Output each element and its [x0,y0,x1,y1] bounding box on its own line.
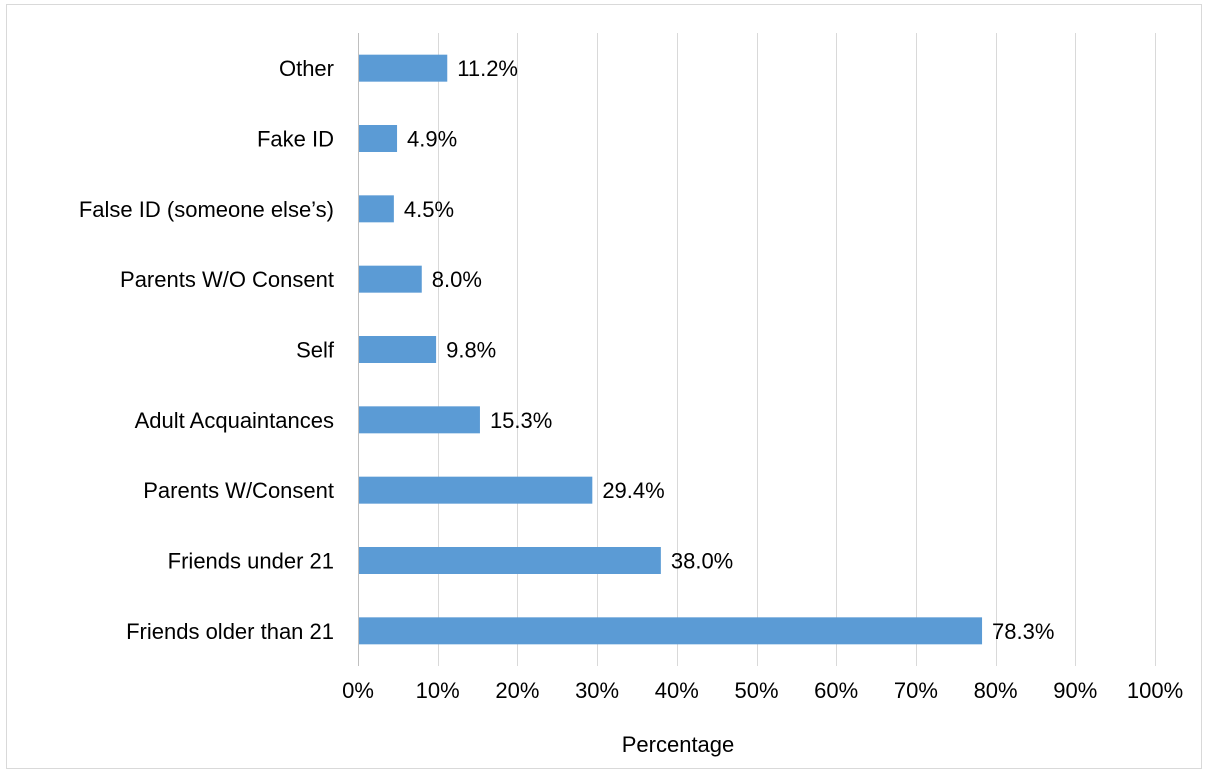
x-tick-label: 40% [655,678,699,703]
data-label: 4.9% [407,127,457,152]
bar [359,617,983,645]
data-label: 9.8% [446,338,496,363]
category-label: Parents W/Consent [143,478,334,503]
bar [359,54,448,82]
category-label: Other [279,56,334,81]
data-label: 15.3% [490,408,552,433]
category-label: Parents W/O Consent [120,267,334,292]
data-label: 29.4% [602,478,664,503]
x-tick-label: 90% [1053,678,1097,703]
x-tick-label: 30% [575,678,619,703]
category-label: Friends older than 21 [126,619,334,644]
x-tick-label: 20% [495,678,539,703]
data-label: 4.5% [404,197,454,222]
x-tick-label: 60% [814,678,858,703]
data-label: 38.0% [671,549,733,574]
category-label: False ID (someone else’s) [79,197,334,222]
gridlines [358,33,1156,666]
bar [359,336,437,363]
bar [359,547,661,574]
x-axis-title: Percentage [622,732,735,757]
x-tick-label: 70% [894,678,938,703]
x-tick-label: 80% [974,678,1018,703]
labels: 0% 10% 20% 30% 40% 50% 60% 70% 80% 90% 100% Other 11… [79,56,1183,703]
chart-frame: 0% 10% 20% 30% 40% 50% 60% 70% 80% 90% 100% Other 11… [6,4,1202,769]
category-label: Fake ID [257,127,334,152]
bar [359,265,422,293]
bar [359,406,480,434]
bar [359,476,593,504]
x-tick-label: 10% [416,678,460,703]
bars [359,54,983,645]
data-label: 8.0% [432,267,482,292]
data-label: 11.2% [457,56,518,81]
bar [359,195,394,223]
x-tick-label: 0% [342,678,374,703]
category-label: Self [296,338,335,363]
bar-chart: 0% 10% 20% 30% 40% 50% 60% 70% 80% 90% 100% Other 11… [79,33,1183,757]
category-label: Friends under 21 [168,549,334,574]
data-label: 78.3% [992,619,1054,644]
bar [359,125,398,152]
x-tick-label: 100% [1127,678,1183,703]
x-tick-label: 50% [734,678,778,703]
category-label: Adult Acquaintances [135,408,334,433]
